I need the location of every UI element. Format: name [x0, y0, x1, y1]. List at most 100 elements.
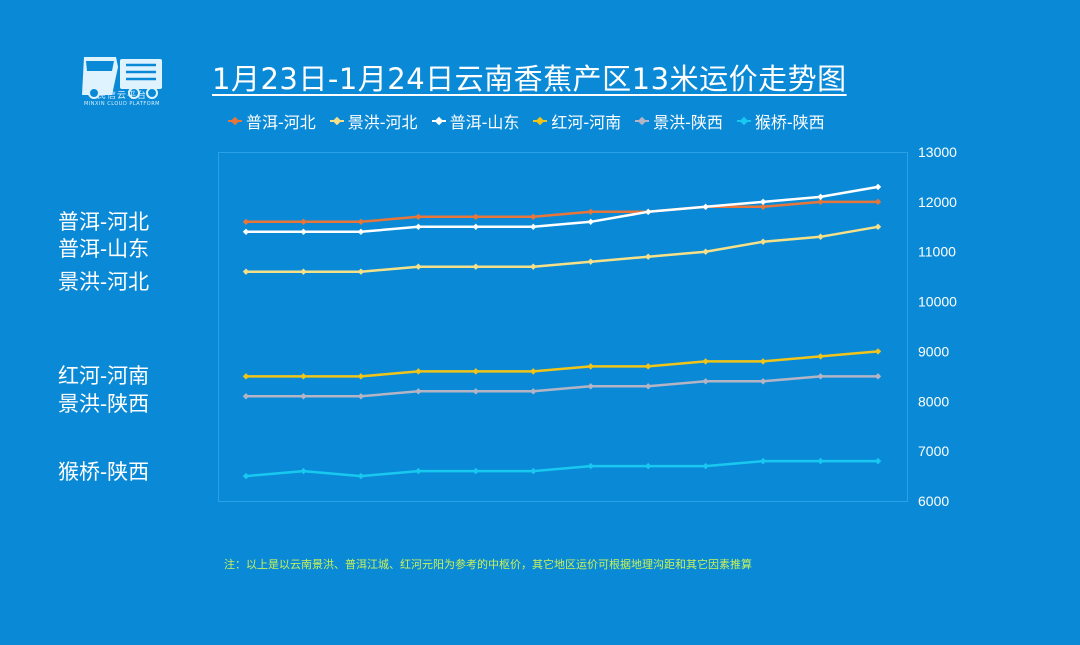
series-line-1 — [246, 225, 879, 273]
data-point — [415, 388, 422, 395]
legend-item: 普洱-山东 — [431, 109, 520, 133]
data-point — [874, 457, 882, 465]
data-point — [644, 253, 652, 260]
data-point — [415, 368, 422, 375]
data-point — [242, 373, 250, 380]
data-point — [587, 258, 594, 265]
legend-marker-icon — [736, 116, 751, 126]
data-point — [530, 368, 537, 375]
data-point — [300, 218, 307, 225]
y-tick-label: 12000 — [918, 194, 957, 210]
data-point — [530, 213, 537, 221]
data-point — [300, 228, 307, 235]
chart-title: 1月23日-1月24日云南香蕉产区13米运价走势图 — [212, 62, 847, 96]
data-point — [702, 378, 709, 385]
data-point — [415, 467, 422, 475]
side-label-jinghong-hebei: 景洪-河北 — [58, 270, 150, 294]
legend-label: 景洪-河北 — [347, 113, 418, 132]
data-point — [644, 462, 652, 470]
y-tick-label: 7000 — [918, 443, 949, 459]
data-point — [472, 223, 480, 230]
data-point — [357, 472, 365, 480]
plot-area — [218, 152, 908, 502]
data-point — [357, 228, 365, 235]
data-point — [242, 228, 250, 235]
side-label-puer-shandong: 普洱-山东 — [58, 237, 150, 261]
data-point — [300, 393, 307, 400]
legend-marker-icon — [228, 116, 242, 126]
data-point — [530, 223, 537, 230]
data-point — [759, 238, 767, 245]
data-point — [817, 457, 824, 465]
data-point — [300, 268, 307, 275]
legend-item: 猴桥-陕西 — [736, 109, 825, 133]
legend-item: 普洱-河北 — [228, 109, 316, 133]
data-point — [644, 208, 652, 216]
data-point — [530, 388, 537, 395]
data-point — [415, 263, 422, 270]
data-point — [415, 223, 422, 230]
series-line-0 — [246, 200, 878, 224]
legend-marker-icon — [431, 116, 446, 126]
series-line-2 — [246, 185, 879, 234]
legend-label: 普洱-山东 — [449, 113, 520, 132]
data-point — [357, 373, 365, 380]
series-line-3 — [246, 350, 879, 378]
data-point — [759, 358, 767, 365]
data-point — [472, 213, 480, 221]
y-tick-label: 8000 — [918, 393, 949, 409]
side-label-puer-hebei: 普洱-河北 — [58, 210, 150, 234]
data-point — [242, 268, 250, 275]
data-point — [759, 378, 767, 385]
data-point — [702, 203, 709, 211]
legend-item: 景洪-河北 — [329, 109, 418, 133]
legend-item: 景洪-陕西 — [635, 109, 723, 133]
data-point — [817, 193, 824, 201]
y-tick-label: 10000 — [918, 294, 957, 310]
legend-marker-icon — [533, 116, 548, 126]
chart-legend: 普洱-河北 景洪-河北 普洱-山东 红河-河南 景洪-陕西 猴桥-陕西 — [228, 109, 825, 133]
data-point — [300, 373, 307, 380]
legend-marker-icon — [635, 116, 650, 126]
legend-item: 红河-河南 — [533, 109, 621, 133]
side-label-honghe-henan: 红河-河南 — [58, 364, 150, 388]
data-point — [874, 223, 882, 230]
data-point — [702, 248, 709, 255]
data-point — [874, 198, 882, 206]
data-point — [587, 383, 594, 390]
logo-subtitle: MINXIN CLOUD PLATFORM — [84, 101, 160, 107]
data-point — [702, 358, 709, 365]
side-label-jinghong-shaanxi: 景洪-陕西 — [58, 392, 150, 416]
data-point — [817, 353, 824, 360]
series-line-4 — [246, 375, 878, 398]
y-tick-label: 6000 — [918, 493, 949, 509]
data-point — [587, 208, 594, 216]
data-point — [530, 467, 537, 475]
data-point — [759, 198, 767, 206]
data-point — [644, 383, 652, 390]
data-point — [587, 363, 594, 370]
data-point — [817, 198, 824, 206]
y-tick-label: 13000 — [918, 144, 957, 160]
data-point — [357, 268, 365, 275]
y-tick-label: 11000 — [918, 244, 956, 260]
legend-label: 普洱-河北 — [246, 113, 316, 132]
data-point — [759, 457, 767, 465]
footnote: 注：以上是以云南景洪、普洱江城、红河元阳为参考的中枢价，其它地区运价可根据地理沟… — [224, 558, 752, 571]
legend-label: 红河-河南 — [551, 113, 622, 132]
data-point — [242, 472, 250, 480]
data-point — [874, 373, 882, 380]
data-point — [300, 467, 307, 475]
data-point — [242, 393, 250, 400]
data-point — [357, 393, 365, 400]
legend-label: 景洪-陕西 — [653, 113, 723, 132]
data-point — [530, 263, 537, 270]
data-point — [472, 467, 480, 475]
data-point — [587, 462, 594, 470]
data-point — [817, 233, 824, 240]
data-point — [759, 203, 767, 211]
logo-name: 民信云平台 — [96, 91, 147, 101]
truck-logo-icon — [82, 57, 162, 99]
data-point — [587, 218, 594, 225]
data-point — [415, 213, 422, 221]
